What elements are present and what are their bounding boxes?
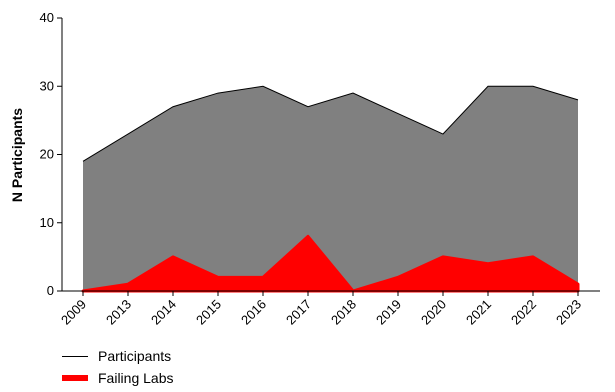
x-ticks: 2009 2013 2014 2015 2016 2017 2018 2019 2020 2021…	[58, 291, 584, 328]
area-layer	[81, 85, 580, 293]
x-tick-label: 2022	[508, 297, 539, 328]
legend-item-failing-labs: Failing Labs	[62, 367, 174, 389]
x-tick-label: 2018	[328, 297, 359, 328]
x-tick-label: 2014	[148, 297, 179, 328]
legend-swatch-failing-labs	[62, 375, 88, 381]
x-tick-label: 2020	[418, 297, 449, 328]
y-tick-label: 20	[40, 147, 54, 162]
y-tick-label: 0	[47, 283, 54, 298]
area-failing-labs	[81, 234, 580, 293]
legend-label-participants: Participants	[98, 348, 172, 364]
legend-item-participants: Participants	[62, 345, 174, 367]
y-tick-label: 40	[40, 10, 54, 25]
x-tick-label: 2023	[553, 297, 584, 328]
y-tick-label: 30	[40, 78, 54, 93]
legend-label-failing-labs: Failing Labs	[98, 370, 174, 386]
x-tick-label: 2016	[238, 297, 269, 328]
x-tick-label: 2017	[283, 297, 314, 328]
x-tick-label: 2021	[463, 297, 494, 328]
y-axis-label: N Participants	[9, 108, 25, 202]
x-tick-label: 2015	[193, 297, 224, 328]
legend: Participants Failing Labs	[62, 345, 174, 389]
area-participants	[83, 86, 578, 291]
x-tick-label: 2009	[58, 297, 89, 328]
y-tick-label: 10	[40, 215, 54, 230]
x-tick-label: 2019	[373, 297, 404, 328]
line-participants	[82, 85, 579, 162]
x-tick-label: 2013	[103, 297, 134, 328]
legend-swatch-participants	[62, 355, 88, 357]
y-ticks: 0 10 20 30 40	[40, 10, 62, 298]
